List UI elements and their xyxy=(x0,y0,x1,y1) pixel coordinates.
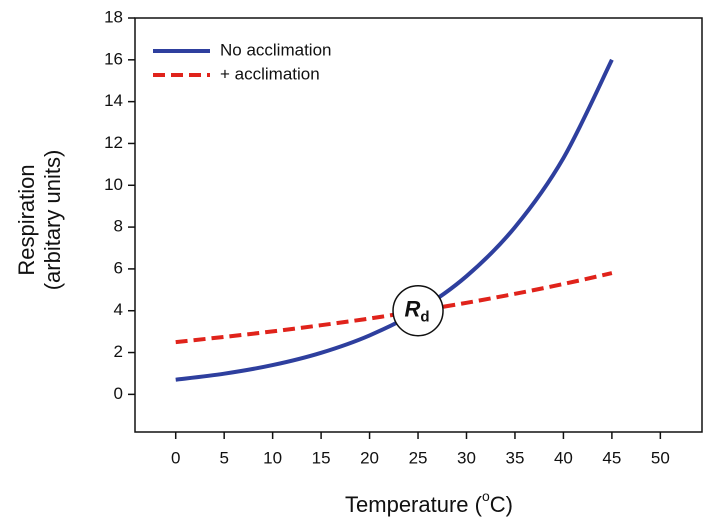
x-tick-label: 45 xyxy=(602,448,621,467)
y-tick-label: 4 xyxy=(114,300,123,319)
y-tick-label: 10 xyxy=(104,175,123,194)
x-tick-label: 35 xyxy=(505,448,524,467)
y-axis-title: (arbitary units) xyxy=(40,150,65,291)
y-tick-label: 16 xyxy=(104,49,123,68)
legend-label: + acclimation xyxy=(220,64,320,83)
x-tick-label: 0 xyxy=(171,448,180,467)
x-axis-title-part: C) xyxy=(490,492,513,517)
annotation-circle xyxy=(392,284,444,337)
y-tick-label: 18 xyxy=(104,7,123,26)
y-tick-label: 14 xyxy=(104,91,123,110)
y-tick-label: 0 xyxy=(114,384,123,403)
x-tick-label: 30 xyxy=(457,448,476,467)
x-tick-label: 10 xyxy=(263,448,282,467)
x-axis-title-part: Temperature ( xyxy=(345,492,483,517)
x-tick-label: 15 xyxy=(312,448,331,467)
annotation-subscript: d xyxy=(420,309,429,326)
y-tick-label: 8 xyxy=(114,217,123,236)
annotation-text: R xyxy=(404,297,420,322)
series-line xyxy=(175,58,614,382)
y-tick-label: 12 xyxy=(104,133,123,152)
x-tick-label: 50 xyxy=(651,448,670,467)
x-axis-title: Temperature (oC) xyxy=(345,488,513,517)
annotation-label: Rd xyxy=(404,297,429,326)
y-tick-label: 6 xyxy=(114,258,123,277)
x-tick-label: 40 xyxy=(554,448,573,467)
x-axis-title-superscript: o xyxy=(482,488,490,504)
y-axis-title: Respiration xyxy=(14,164,39,275)
x-tick-label: 5 xyxy=(219,448,228,467)
y-tick-label: 2 xyxy=(114,342,123,361)
x-tick-label: 20 xyxy=(360,448,379,467)
x-tick-label: 25 xyxy=(409,448,428,467)
legend-label: No acclimation xyxy=(220,40,332,59)
